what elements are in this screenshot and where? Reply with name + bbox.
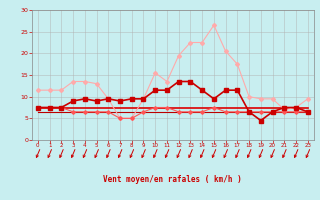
Text: Vent moyen/en rafales ( km/h ): Vent moyen/en rafales ( km/h )	[103, 176, 242, 184]
